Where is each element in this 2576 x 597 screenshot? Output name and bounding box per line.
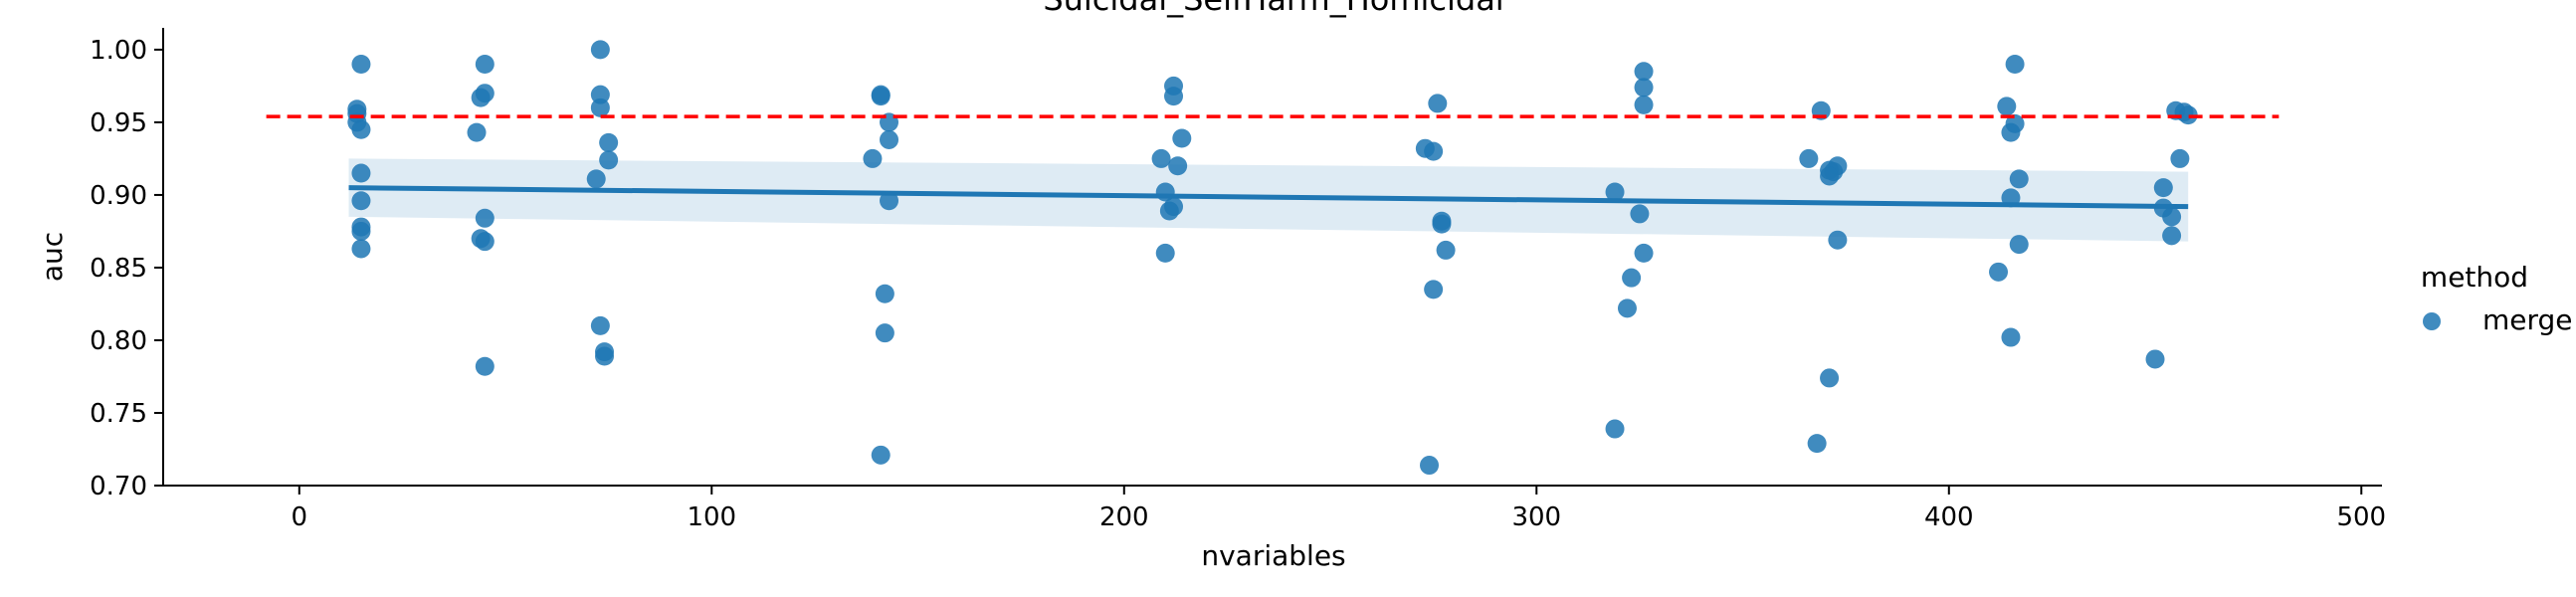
data-point <box>1159 201 1179 221</box>
data-point <box>871 87 891 106</box>
data-point <box>1820 166 1840 186</box>
data-point <box>2145 349 2165 369</box>
data-point <box>599 150 619 170</box>
data-point <box>1634 95 1654 114</box>
plot-area <box>266 40 2279 476</box>
data-point <box>1432 214 1452 234</box>
y-tick-label: 0.90 <box>90 181 147 211</box>
data-point <box>1424 280 1444 299</box>
data-point <box>595 346 615 366</box>
data-point <box>2005 55 2025 75</box>
data-point <box>351 119 371 139</box>
data-point <box>351 163 371 183</box>
data-point <box>1164 87 1184 106</box>
data-point <box>1151 148 1171 168</box>
data-point <box>1820 368 1840 388</box>
data-point <box>351 221 371 241</box>
data-point <box>1807 434 1827 454</box>
data-point <box>1622 268 1642 288</box>
data-point <box>2009 235 2029 255</box>
x-axis-title: nvariables <box>1201 539 1345 572</box>
data-point <box>1428 94 1448 113</box>
chart-title: Suicidal_SelfHarm_Homicidal <box>1043 0 1503 18</box>
data-point <box>1424 141 1444 161</box>
data-point <box>475 208 495 228</box>
data-point <box>1634 78 1654 98</box>
data-point <box>1617 298 1637 318</box>
data-point <box>2009 169 2029 189</box>
data-point <box>875 284 894 303</box>
y-tick-label: 0.80 <box>90 326 147 356</box>
legend: method merge <box>2421 261 2573 336</box>
data-point <box>1436 240 1456 260</box>
x-tick-label: 100 <box>687 502 736 532</box>
data-point <box>351 55 371 75</box>
regression-ci-band <box>348 158 2189 242</box>
data-point <box>471 88 491 107</box>
data-point <box>1605 182 1625 202</box>
data-point <box>2162 207 2182 227</box>
y-tick-label: 0.75 <box>90 399 147 429</box>
data-point <box>1997 97 2017 116</box>
legend-marker-merge <box>2423 312 2441 330</box>
data-point <box>1630 204 1650 224</box>
data-point <box>475 55 495 75</box>
x-tick-label: 0 <box>292 502 308 532</box>
x-tick-label: 200 <box>1099 502 1149 532</box>
data-point <box>880 129 899 149</box>
y-tick-label: 1.00 <box>90 36 147 66</box>
data-point <box>1420 456 1440 476</box>
x-tick-label: 500 <box>2336 502 2386 532</box>
x-tick-label: 300 <box>1511 502 1561 532</box>
data-point <box>2001 122 2021 142</box>
data-point <box>351 239 371 259</box>
data-point <box>1168 156 1188 176</box>
data-point <box>875 323 894 343</box>
data-point <box>590 85 610 104</box>
data-point <box>590 40 610 60</box>
data-point <box>1828 230 1848 250</box>
data-point <box>880 191 899 211</box>
data-point <box>590 98 610 117</box>
data-point <box>2178 105 2198 125</box>
data-point <box>475 232 495 252</box>
data-point <box>2001 327 2021 347</box>
data-point <box>590 315 610 335</box>
regression-line <box>348 185 2189 210</box>
y-tick-label: 0.95 <box>90 108 147 138</box>
x-tick-label: 400 <box>1924 502 1974 532</box>
y-tick-label: 0.70 <box>90 472 147 501</box>
data-point <box>586 169 606 189</box>
data-point <box>1605 419 1625 439</box>
data-point <box>1989 262 2009 282</box>
data-point <box>599 132 619 152</box>
legend-label-merge: merge <box>2482 303 2573 336</box>
data-point <box>475 356 495 376</box>
data-point <box>1799 148 1819 168</box>
data-point <box>1634 62 1654 82</box>
data-point <box>351 191 371 211</box>
y-axis-title: auc <box>36 232 69 282</box>
data-point <box>871 445 891 465</box>
y-tick-label: 0.85 <box>90 254 147 284</box>
data-point <box>1172 128 1192 148</box>
data-point <box>1634 243 1654 263</box>
data-point <box>1155 243 1175 263</box>
data-point <box>2170 148 2190 168</box>
data-point <box>2153 178 2173 198</box>
legend-title: method <box>2421 261 2528 294</box>
axes: 0 100 200 300 400 500 0.70 0.75 0.80 0.85 0.90 0.95… <box>90 28 2386 532</box>
data-point <box>2162 226 2182 246</box>
data-point <box>863 148 883 168</box>
data-point <box>467 122 487 142</box>
